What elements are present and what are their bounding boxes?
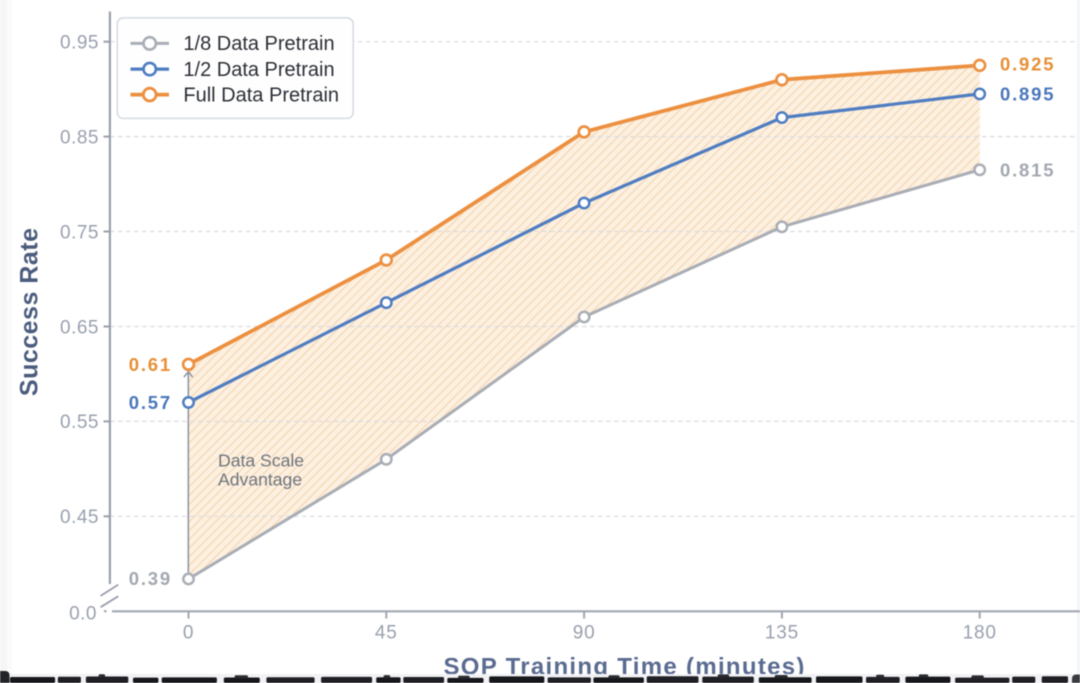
svg-text:0.57: 0.57: [129, 392, 172, 413]
svg-text:0.39: 0.39: [129, 568, 172, 589]
svg-text:0: 0: [183, 622, 194, 643]
svg-text:1/8 Data Pretrain: 1/8 Data Pretrain: [183, 33, 334, 55]
svg-text:90: 90: [573, 622, 596, 643]
svg-text:0.75: 0.75: [60, 222, 99, 243]
svg-text:Advantage: Advantage: [218, 470, 302, 490]
svg-text:0.895: 0.895: [1000, 84, 1055, 105]
svg-text:0.85: 0.85: [60, 127, 99, 148]
svg-text:0.65: 0.65: [60, 317, 99, 338]
svg-text:Success Rate: Success Rate: [16, 227, 44, 396]
svg-text:1/2 Data Pretrain: 1/2 Data Pretrain: [183, 59, 334, 81]
svg-text:Data Scale: Data Scale: [218, 451, 304, 471]
svg-text:0.0: 0.0: [69, 604, 97, 625]
svg-text:0.45: 0.45: [60, 507, 99, 528]
svg-text:180: 180: [963, 622, 997, 643]
svg-text:0.925: 0.925: [1000, 54, 1055, 75]
svg-text:135: 135: [765, 622, 799, 643]
svg-text:45: 45: [375, 622, 398, 643]
svg-text:0.61: 0.61: [129, 354, 172, 375]
svg-text:0.815: 0.815: [1000, 160, 1055, 181]
svg-text:0.55: 0.55: [60, 412, 99, 433]
svg-text:Full Data Pretrain: Full Data Pretrain: [183, 84, 339, 106]
svg-text:0.95: 0.95: [60, 33, 99, 54]
